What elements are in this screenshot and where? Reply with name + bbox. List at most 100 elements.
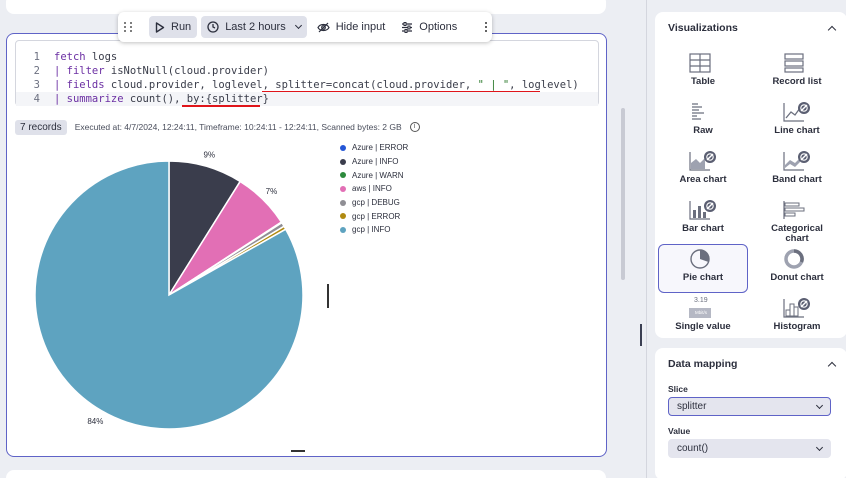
chevron-up-icon[interactable]: [827, 25, 837, 34]
execution-metadata: Executed at: 4/7/2024, 12:24:11, Timefra…: [74, 122, 402, 132]
chevron-down-icon: [815, 401, 824, 409]
code-text: | summarize count(), by:{splitter}: [54, 93, 269, 105]
slice-label: Slice: [668, 384, 688, 394]
legend-swatch: [340, 213, 346, 220]
viz-option-categorical-chart[interactable]: Categorical chart: [752, 195, 842, 244]
panel-title: Data mapping: [668, 358, 738, 370]
code-text: | fields cloud.provider, loglevel, split…: [54, 79, 579, 91]
viz-option-single-value[interactable]: 3.19 Mbit/s Single value: [658, 293, 748, 342]
bar-chart-icon: [689, 200, 717, 222]
legend-item[interactable]: Azure | WARN: [340, 168, 408, 182]
pie-slice-gcp-info[interactable]: [34, 160, 304, 430]
legend-item[interactable]: gcp | DEBUG: [340, 196, 408, 210]
line-number: 1: [33, 51, 40, 63]
scrollbar[interactable]: [621, 108, 625, 280]
band-chart-icon: [783, 151, 811, 173]
viz-option-label: Pie chart: [682, 272, 724, 283]
viz-option-label: Table: [690, 76, 716, 87]
line-number: 3: [33, 79, 40, 91]
editor-line[interactable]: 2 | filter isNotNull(cloud.provider): [16, 64, 598, 78]
viz-option-table[interactable]: Table: [658, 48, 748, 97]
hide-input-button[interactable]: Hide input: [311, 16, 392, 38]
legend-swatch: [340, 158, 346, 165]
slice-value: splitter: [677, 401, 707, 412]
histogram-icon: [783, 298, 811, 320]
panel-divider: [646, 0, 647, 478]
viz-option-line-chart[interactable]: Line chart: [752, 97, 842, 146]
annotation-underline: [182, 105, 260, 107]
drag-handle-icon[interactable]: [124, 20, 133, 34]
viz-option-area-chart[interactable]: Area chart: [658, 146, 748, 195]
legend-item[interactable]: gcp | INFO: [340, 223, 408, 237]
value-select[interactable]: count(): [668, 439, 831, 458]
legend-item[interactable]: aws | INFO: [340, 182, 408, 196]
hide-input-label: Hide input: [335, 21, 386, 33]
area-chart-icon: [689, 151, 717, 173]
legend-item[interactable]: Azure | ERROR: [340, 141, 408, 155]
viz-option-histogram[interactable]: Histogram: [752, 293, 842, 342]
options-label: Options: [419, 21, 458, 33]
run-button[interactable]: Run: [149, 16, 198, 38]
legend-label: gcp | ERROR: [352, 211, 401, 221]
visualizations-panel: Visualizations Table Record list Raw Line c…: [655, 12, 846, 338]
play-icon: [155, 21, 165, 33]
slice-data-label: 7%: [266, 187, 278, 196]
run-label: Run: [171, 21, 192, 33]
code-text: | filter isNotNull(cloud.provider): [54, 65, 269, 77]
clock-icon: [207, 21, 219, 33]
viz-option-label: Categorical chart: [771, 223, 823, 244]
viz-option-raw[interactable]: Raw: [658, 97, 748, 146]
legend-label: gcp | INFO: [352, 225, 391, 235]
visualizations-header[interactable]: Visualizations: [655, 12, 846, 34]
record-list-icon: [783, 53, 811, 75]
section-toolbar: Run Last 2 hours Hide input Options: [118, 12, 492, 42]
viz-option-pie-chart[interactable]: Pie chart: [658, 244, 748, 293]
value-value: count(): [677, 443, 709, 454]
info-icon[interactable]: i: [409, 122, 420, 132]
legend-item[interactable]: Azure | INFO: [340, 155, 408, 169]
dql-editor[interactable]: 1 fetch logs 2 | filter isNotNull(cloud.…: [15, 40, 599, 107]
donut-chart-icon: [783, 249, 811, 271]
viz-option-donut-chart[interactable]: Donut chart: [752, 244, 842, 293]
resize-handle-horizontal[interactable]: [291, 450, 305, 452]
resize-handle-vertical[interactable]: [327, 284, 329, 308]
slice-select[interactable]: splitter: [668, 397, 831, 416]
line-number: 2: [33, 65, 40, 77]
data-mapping-header[interactable]: Data mapping: [655, 348, 846, 370]
table-icon: [689, 53, 717, 75]
timeframe-selector[interactable]: Last 2 hours: [201, 16, 307, 38]
line-number: 4: [33, 93, 40, 105]
line-chart-icon: [783, 102, 811, 124]
legend-swatch: [340, 226, 346, 233]
viz-option-label: Single value: [675, 321, 731, 332]
single-value-unit: Mbit/s: [695, 310, 708, 315]
editor-line[interactable]: 1 fetch logs: [16, 50, 598, 64]
pie-chart-icon: [689, 249, 717, 271]
legend-swatch: [340, 199, 346, 206]
legend-swatch: [340, 144, 346, 151]
legend-label: aws | INFO: [352, 184, 392, 194]
eye-off-icon: [317, 22, 330, 32]
more-options-icon[interactable]: [479, 22, 493, 32]
legend-item[interactable]: gcp | ERROR: [340, 209, 408, 223]
viz-option-record-list[interactable]: Record list: [752, 48, 842, 97]
chevron-up-icon[interactable]: [827, 361, 837, 370]
viz-option-label: Line chart: [774, 125, 820, 136]
slice-data-label: 84%: [87, 417, 103, 426]
panel-resize-handle[interactable]: [640, 324, 642, 346]
legend-label: Azure | ERROR: [352, 143, 409, 153]
panel-title: Visualizations: [668, 22, 738, 34]
viz-option-band-chart[interactable]: Band chart: [752, 146, 842, 195]
slice-data-label: 9%: [204, 151, 216, 160]
chevron-down-icon: [294, 21, 302, 30]
legend-swatch: [340, 172, 346, 179]
viz-option-bar-chart[interactable]: Bar chart: [658, 195, 748, 244]
timeframe-label: Last 2 hours: [225, 21, 286, 33]
legend-label: Azure | WARN: [352, 170, 404, 180]
viz-option-label: Area chart: [679, 174, 727, 185]
single-value-icon: 3.19 Mbit/s: [689, 297, 717, 320]
options-button[interactable]: Options: [395, 16, 463, 38]
editor-line[interactable]: 4 | summarize count(), by:{splitter}: [16, 92, 598, 107]
viz-option-label: Bar chart: [682, 223, 724, 234]
previous-section: [6, 0, 606, 14]
